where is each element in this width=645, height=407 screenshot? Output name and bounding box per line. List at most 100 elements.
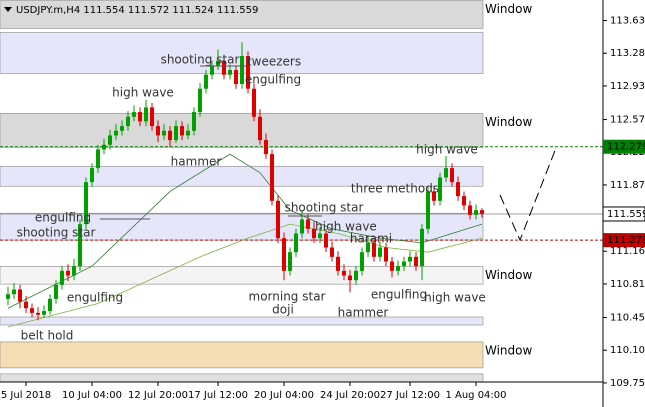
pattern-label: doji	[272, 303, 294, 317]
candle-body	[78, 224, 82, 267]
x-tick-label: 10 Jul 04:00	[62, 390, 122, 401]
candle-body	[48, 298, 52, 312]
candle-body	[348, 275, 352, 281]
candle-body	[426, 191, 430, 229]
candle-body	[60, 270, 64, 285]
zone-label: Window	[485, 2, 533, 16]
pattern-label: morning star	[249, 290, 326, 304]
candle-body	[258, 116, 262, 141]
candle-body	[162, 130, 166, 136]
pattern-label: three methods	[351, 182, 439, 196]
y-tick-label: 110.810	[610, 279, 645, 290]
candle-body	[246, 56, 250, 89]
candle-body	[390, 261, 394, 271]
candle-body	[342, 270, 346, 276]
zone	[0, 341, 484, 369]
x-tick-label: 20 Jul 04:00	[254, 390, 314, 401]
price-label-box	[603, 233, 645, 248]
pattern-label: high wave	[315, 220, 377, 234]
candle-body	[168, 130, 172, 141]
pattern-label: tweezers	[247, 55, 301, 69]
candle-body	[6, 294, 10, 299]
pattern-label: shooting star	[17, 226, 96, 240]
candle-body	[102, 144, 106, 150]
candle-body	[66, 270, 70, 276]
candle-body	[108, 135, 112, 145]
pattern-label: shooting star	[161, 53, 240, 67]
candle-body	[114, 130, 118, 136]
candle-body	[30, 308, 34, 313]
candle-body	[366, 242, 370, 253]
candle-body	[276, 200, 280, 239]
candle-body	[120, 126, 124, 131]
x-tick-label: 27 Jul 12:00	[380, 390, 440, 401]
candle-body	[186, 130, 190, 136]
price-label: 112.279	[607, 142, 645, 153]
candle-body	[156, 126, 160, 136]
pattern-label: high wave	[416, 143, 478, 157]
candle-body	[420, 228, 424, 267]
candle-body	[480, 210, 484, 214]
y-tick-label: 110.450	[610, 313, 645, 324]
candle-body	[42, 311, 46, 315]
candle-body	[24, 301, 28, 309]
forecast-path	[499, 147, 557, 242]
candle-body	[174, 126, 178, 141]
candle-body	[264, 140, 268, 155]
candle-body	[396, 266, 400, 271]
candle-body	[96, 149, 100, 169]
candle-body	[138, 112, 142, 122]
zone-label: Window	[485, 343, 533, 357]
candle-body	[354, 270, 358, 281]
candle-body	[474, 210, 478, 215]
candle-body	[462, 196, 466, 206]
candle-body	[378, 247, 382, 257]
zone-label: Window	[485, 268, 533, 282]
pattern-label: high wave	[112, 86, 174, 100]
pattern-label: belt hold	[21, 329, 74, 343]
price-label-box	[603, 139, 645, 154]
pattern-label: engulfing	[371, 288, 427, 302]
x-tick-label: 12 Jul 20:00	[128, 390, 188, 401]
candle-body	[216, 60, 220, 66]
moving-average	[7, 153, 483, 309]
candle-body	[270, 154, 274, 201]
candle-body	[384, 247, 388, 262]
candle-body	[306, 219, 310, 229]
zone	[0, 113, 484, 148]
menu-arrow[interactable]	[4, 7, 12, 12]
pattern-label: hammer	[338, 306, 389, 320]
candle-body	[450, 168, 454, 183]
candle-body	[72, 266, 76, 276]
symbol-header: USDJPY.m,H4 111.554 111.572 111.524 111.…	[16, 5, 258, 16]
y-tick-label: 113.630	[610, 16, 645, 27]
pattern-label: engulfing	[35, 211, 91, 225]
y-tick-label: 112.930	[610, 81, 645, 92]
candle-body	[126, 116, 130, 127]
candle-body	[36, 312, 40, 315]
candle-body	[468, 205, 472, 215]
candle-body	[18, 289, 22, 302]
pattern-label: shooting star	[285, 201, 364, 215]
candle-body	[372, 242, 376, 257]
candle-body	[234, 70, 238, 85]
candle-body	[294, 233, 298, 253]
price-label: 111.559	[607, 209, 645, 220]
price-label: 111.279	[607, 235, 645, 246]
candle-body	[414, 256, 418, 267]
pattern-label: high wave	[424, 291, 486, 305]
candle-body	[90, 168, 94, 183]
candle-body	[444, 168, 448, 178]
candle-body	[402, 261, 406, 267]
candle-body	[438, 177, 442, 201]
zone	[0, 373, 484, 383]
y-tick-label: 109.750	[610, 378, 645, 389]
candle-body	[198, 88, 202, 113]
x-tick-label: 24 Jul 20:00	[320, 390, 380, 401]
price-label-box	[602, 206, 645, 222]
candle-body	[282, 238, 286, 271]
candle-body	[300, 219, 304, 234]
candle-body	[180, 126, 184, 136]
pattern-label: harami	[350, 232, 392, 246]
